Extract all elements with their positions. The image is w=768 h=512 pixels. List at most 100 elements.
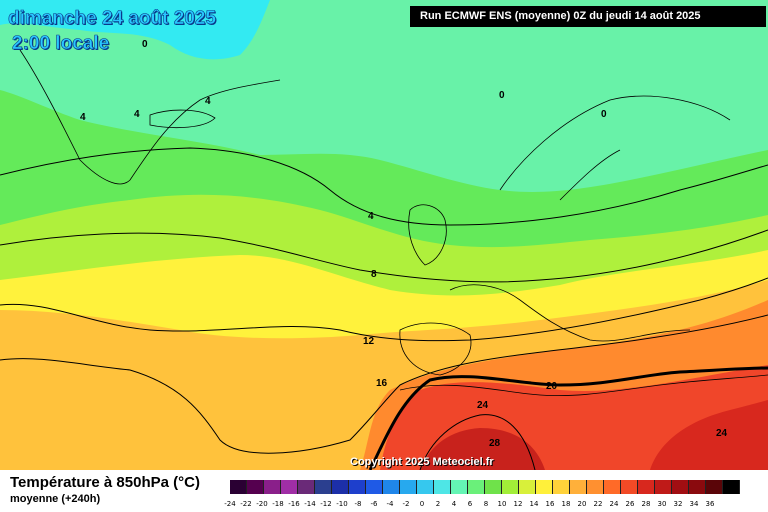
color-swatch: [315, 480, 332, 494]
color-scale-tick: -22: [240, 500, 252, 508]
legend-title: Température à 850hPa (°C): [10, 474, 200, 491]
color-scale-tick: 2: [435, 500, 441, 508]
temperature-map: 0 0 0 4 4 4 4 8 12 16 20 24 24 28: [0, 0, 768, 470]
color-swatch: [468, 480, 485, 494]
contour-label: 8: [371, 269, 377, 280]
color-scale-tick: 26: [625, 500, 635, 508]
color-swatch: [536, 480, 553, 494]
color-scale-tick: 16: [545, 500, 555, 508]
color-scale-tick: -6: [370, 500, 378, 508]
forecast-time: 2:00 locale: [12, 33, 110, 55]
color-scale-tick: -18: [272, 500, 284, 508]
color-scale-tick: 12: [513, 500, 523, 508]
contour-label: 24: [716, 428, 728, 439]
color-swatch: [383, 480, 400, 494]
color-scale-tick: 36: [705, 500, 715, 508]
contour-label: 28: [489, 438, 501, 449]
color-swatch: [587, 480, 604, 494]
color-swatch: [366, 480, 383, 494]
color-swatch: [230, 480, 247, 494]
color-swatch: [451, 480, 468, 494]
color-swatch: [247, 480, 264, 494]
color-scale-tick: 24: [609, 500, 619, 508]
color-scale-tick: -12: [320, 500, 332, 508]
forecast-date: dimanche 24 août 2025: [8, 8, 217, 30]
color-scale-ticks: -24 -22 -20 -18 -16 -14 -12 -10 -8 -6 -4 -2 0 2 4 6 8 10 1…: [224, 500, 714, 510]
color-scale-tick: 14: [529, 500, 539, 508]
contour-label: 20: [546, 381, 558, 392]
band-28: [420, 428, 545, 470]
color-scale-tick: 34: [689, 500, 699, 508]
color-scale-tick: 30: [657, 500, 667, 508]
contour-label: 0: [601, 109, 607, 120]
color-scale-tick: 32: [673, 500, 683, 508]
greenland-cold-area: [0, 0, 270, 60]
color-scale-tick: 6: [467, 500, 473, 508]
color-swatch: [502, 480, 519, 494]
color-swatch: [400, 480, 417, 494]
color-swatch: [434, 480, 451, 494]
color-scale-tick: -4: [386, 500, 394, 508]
contour-20: [368, 366, 768, 470]
legend-subtitle: moyenne (+240h): [10, 493, 101, 505]
color-swatch: [570, 480, 587, 494]
europe-coast: [449, 284, 691, 342]
legend-footer: Température à 850hPa (°C) moyenne (+240h…: [0, 470, 768, 512]
color-scale-tick: 10: [497, 500, 507, 508]
color-swatch: [298, 480, 315, 494]
color-swatch: [417, 480, 434, 494]
contour-label: 0: [142, 39, 148, 50]
color-scale-tick: 22: [593, 500, 603, 508]
color-swatch: [723, 480, 740, 494]
color-swatch: [332, 480, 349, 494]
contour-label: 4: [134, 109, 140, 120]
color-swatch: [689, 480, 706, 494]
contour-12: [0, 277, 768, 342]
color-scale-tick: 0: [419, 500, 425, 508]
color-scale-tick: 28: [641, 500, 651, 508]
color-scale-tick: 20: [577, 500, 587, 508]
iberia-coast: [399, 322, 472, 376]
scandinavia-coast: [499, 95, 731, 201]
contour-8: [0, 229, 768, 283]
color-swatch: [553, 480, 570, 494]
color-swatch: [349, 480, 366, 494]
color-swatch: [604, 480, 621, 494]
color-scale: [230, 480, 740, 494]
contour-label: 4: [368, 211, 374, 222]
color-scale-tick: -16: [288, 500, 300, 508]
greenland-coast: [19, 49, 281, 185]
color-swatch: [672, 480, 689, 494]
contour-16: [0, 314, 768, 454]
band-28-east: [650, 400, 768, 470]
copyright: Copyright 2025 Meteociel.fr: [350, 456, 494, 468]
contour-label: 24: [477, 400, 489, 411]
color-scale-tick: 8: [483, 500, 489, 508]
contour-label: 12: [363, 336, 375, 347]
color-swatch: [655, 480, 672, 494]
color-swatch: [519, 480, 536, 494]
color-scale-tick: -20: [256, 500, 268, 508]
contour-4: [0, 147, 768, 226]
color-swatch: [281, 480, 298, 494]
color-swatch: [264, 480, 281, 494]
color-scale-tick: -2: [402, 500, 410, 508]
color-scale-tick: -10: [336, 500, 348, 508]
color-swatch: [706, 480, 723, 494]
run-info-banner: Run ECMWF ENS (moyenne) 0Z du jeudi 14 a…: [410, 6, 766, 27]
color-swatch: [621, 480, 638, 494]
iceland-coast: [149, 109, 216, 129]
color-scale-tick: 18: [561, 500, 571, 508]
color-scale-tick: -8: [354, 500, 362, 508]
britain-coast: [408, 204, 447, 266]
contour-label: 4: [80, 112, 86, 123]
color-swatch: [638, 480, 655, 494]
africa-coast: [399, 374, 768, 397]
color-scale-tick: 4: [451, 500, 457, 508]
color-swatch: [485, 480, 502, 494]
color-scale-tick: -24: [224, 500, 236, 508]
contour-label: 0: [499, 90, 505, 101]
contour-label: 4: [205, 96, 211, 107]
contour-24: [419, 414, 536, 470]
color-scale-tick: -14: [304, 500, 316, 508]
